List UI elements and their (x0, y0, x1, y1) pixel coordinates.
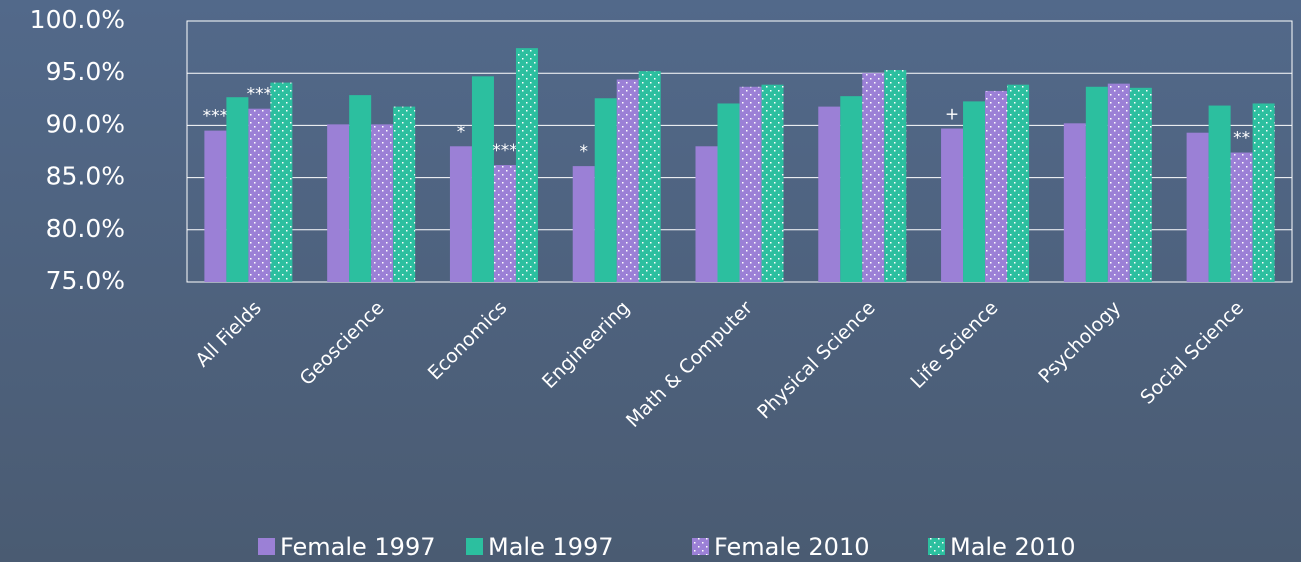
legend-swatch (258, 538, 275, 555)
bar (493, 165, 516, 282)
significance-marker: *** (203, 107, 229, 127)
bar (471, 76, 494, 282)
bar (327, 124, 350, 282)
bar (449, 146, 472, 282)
bar (761, 84, 784, 283)
significance-marker: *** (247, 85, 273, 105)
bar (985, 90, 1008, 282)
bar (1129, 87, 1152, 282)
bar (840, 96, 863, 282)
significance-marker: + (945, 105, 959, 125)
bar (594, 98, 617, 282)
bar (695, 146, 718, 282)
bar (572, 166, 595, 282)
bar (204, 130, 227, 282)
significance-marker: ** (1233, 129, 1250, 149)
legend-label: Female 1997 (280, 533, 435, 561)
bar (941, 128, 964, 282)
bar (1230, 152, 1253, 282)
bar (1252, 103, 1275, 282)
bar (515, 48, 538, 283)
bar (371, 124, 394, 282)
bar (717, 103, 740, 282)
legend-swatch (692, 538, 709, 555)
legend-label: Male 1997 (488, 533, 614, 561)
bar (638, 71, 661, 282)
bar (248, 108, 271, 282)
y-tick-label: 95.0% (46, 57, 125, 86)
y-tick-label: 85.0% (46, 162, 125, 191)
legend-label: Male 2010 (950, 533, 1076, 561)
bar (963, 101, 986, 282)
bar (393, 106, 416, 282)
bar (862, 73, 885, 282)
bar (1186, 132, 1209, 282)
bar (1208, 105, 1231, 283)
bar (270, 82, 293, 282)
y-tick-label: 75.0% (46, 266, 125, 295)
bar (818, 106, 841, 282)
bar (226, 97, 249, 282)
significance-marker: * (457, 122, 466, 142)
bar (1063, 123, 1086, 282)
significance-marker: * (579, 142, 588, 162)
bar (1107, 83, 1130, 282)
y-tick-label: 90.0% (46, 109, 125, 138)
legend-swatch (928, 538, 945, 555)
bar (349, 95, 372, 283)
bar (739, 86, 762, 282)
bar (616, 79, 639, 283)
legend-label: Female 2010 (714, 533, 869, 561)
bar (884, 70, 907, 283)
significance-marker: *** (492, 141, 518, 161)
bar (1085, 86, 1108, 282)
y-tick-label: 80.0% (46, 214, 125, 243)
bar (1007, 84, 1030, 283)
legend-swatch (466, 538, 483, 555)
y-tick-label: 100.0% (30, 5, 125, 34)
